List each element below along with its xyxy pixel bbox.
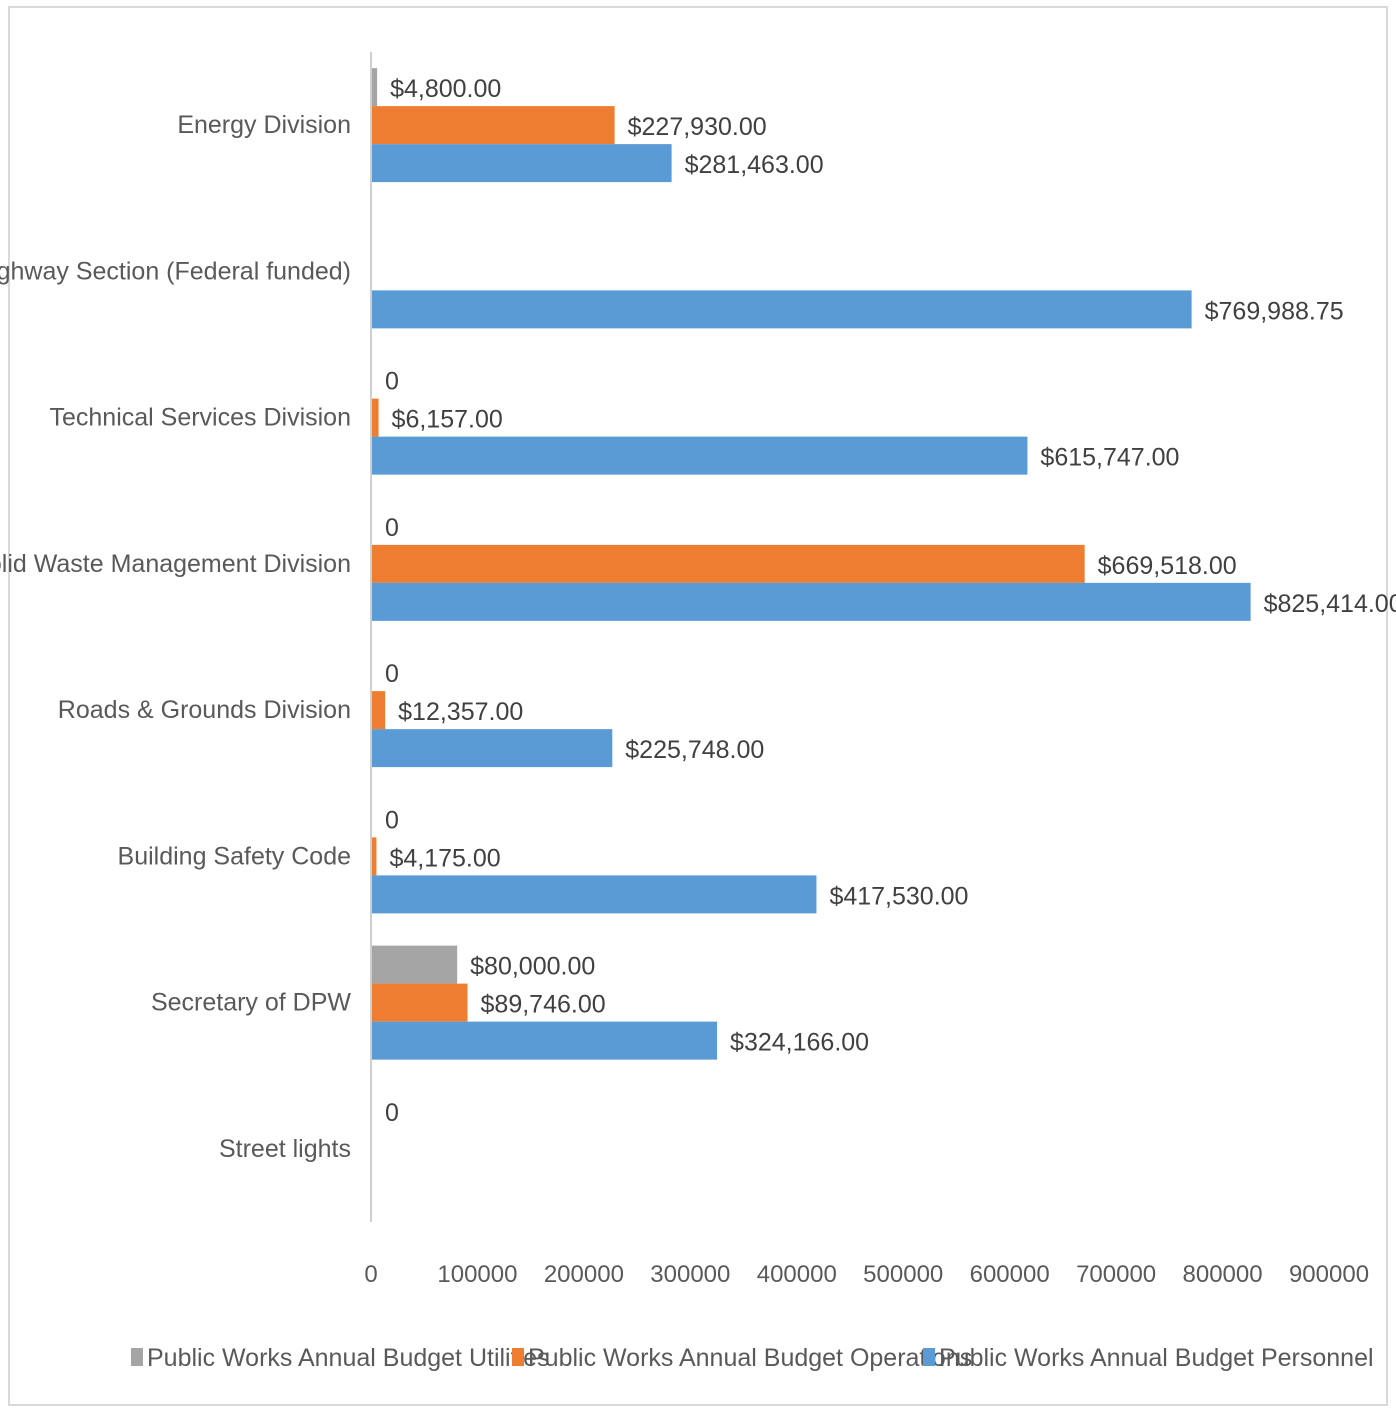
legend-label: Public Works Annual Budget Operations [528,1344,972,1372]
data-label: $12,357.00 [398,698,523,726]
bar-personnel [372,144,672,183]
x-tick-label: 500000 [863,1261,943,1288]
chart-frame [8,6,1388,1406]
bar-personnel [372,582,1251,621]
bar-personnel [372,290,1192,329]
data-label: $669,518.00 [1098,552,1237,580]
legend-swatch [131,1348,143,1366]
category-label: Energy Division [177,111,351,139]
data-label: $80,000.00 [470,953,595,981]
x-tick-label: 400000 [757,1261,837,1288]
data-label: $89,746.00 [481,991,606,1019]
data-label: 0 [385,806,399,834]
category-label: Technical Services Division [49,404,351,432]
bar-utilities [372,68,378,107]
bar-personnel [372,436,1028,475]
legend-swatch [512,1348,524,1366]
x-tick-label: 800000 [1183,1261,1263,1288]
data-label: $227,930.00 [628,113,767,141]
legend-label: Public Works Annual Budget Personnel [939,1344,1374,1372]
category-label: Building Safety Code [118,842,351,870]
legend-swatch [923,1348,935,1366]
data-label: $4,175.00 [389,844,500,872]
data-label: $615,747.00 [1040,444,1179,472]
data-label: 0 [385,368,399,396]
bar-operations [372,837,377,876]
bar-personnel [372,1021,718,1060]
bar-operations [372,691,386,730]
data-label: $324,166.00 [730,1029,869,1057]
category-label: TSD-Highway Section (Federal funded) [0,257,351,285]
data-label: $769,988.75 [1205,297,1344,325]
x-tick-label: 700000 [1076,1261,1156,1288]
x-tick-label: 0 [364,1261,377,1288]
category-label: Roads & Grounds Division [58,696,351,724]
x-tick-label: 300000 [650,1261,730,1288]
data-label: 0 [385,1099,399,1127]
category-label: Solid Waste Management Division [0,550,351,578]
category-label: Street lights [219,1135,351,1163]
data-label: 0 [385,660,399,688]
data-label: $225,748.00 [625,736,764,764]
x-tick-label: 900000 [1289,1261,1369,1288]
bar-operations [372,983,468,1022]
x-tick-label: 100000 [437,1261,517,1288]
x-tick-label: 200000 [544,1261,624,1288]
data-label: $825,414.00 [1264,590,1396,618]
data-label: $4,800.00 [390,75,501,103]
bar-operations [372,544,1085,583]
bar-personnel [372,729,613,768]
legend-label: Public Works Annual Budget Utilities [147,1344,550,1372]
data-label: $417,530.00 [829,882,968,910]
bar-personnel [372,875,817,914]
data-label: 0 [385,514,399,542]
bar-operations [372,398,379,437]
x-tick-label: 600000 [970,1261,1050,1288]
data-label: $281,463.00 [685,151,824,179]
bar-utilities [372,945,458,984]
data-label: $6,157.00 [392,406,503,434]
category-label: Secretary of DPW [151,989,351,1017]
bar-operations [372,106,615,145]
